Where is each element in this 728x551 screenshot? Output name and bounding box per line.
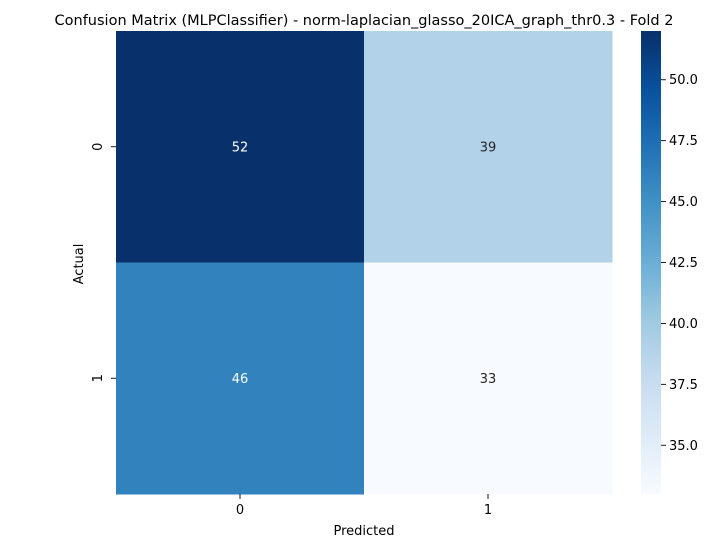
heatmap-cell-label: 39 xyxy=(480,140,497,155)
heatmap-cell-r0-c1 xyxy=(364,31,613,263)
heatmap-cell-r0-c0 xyxy=(116,31,365,263)
colorbar-axis: 35.0 37.5 40.0 42.5 45.0 47.5 50.0 xyxy=(661,73,698,454)
heatmap-cell-label: 46 xyxy=(232,372,249,387)
y-axis-label: Actual xyxy=(72,244,87,285)
colorbar-tick-label: 42.5 xyxy=(669,256,698,271)
x-tick-label: 1 xyxy=(484,503,492,518)
colorbar-tick-label: 40.0 xyxy=(669,317,698,332)
heatmap-cell-label: 52 xyxy=(232,140,249,155)
colorbar-tick-label: 37.5 xyxy=(669,378,698,393)
heatmap-cell-r1-c1 xyxy=(364,262,613,495)
colorbar-tick-label: 47.5 xyxy=(669,134,698,149)
colorbar-tick-label: 45.0 xyxy=(669,195,698,210)
y-axis: 01 xyxy=(91,143,116,382)
y-tick-label: 1 xyxy=(91,374,106,382)
heatmap-cell-r1-c0 xyxy=(116,262,365,495)
heatmap-cells: 52 39 46 33 xyxy=(116,31,613,495)
y-tick-label: 0 xyxy=(91,143,106,151)
heatmap-cell-label: 33 xyxy=(480,372,497,387)
colorbar-tick-label: 35.0 xyxy=(669,439,698,454)
chart-title: Confusion Matrix (MLPClassifier) - norm-… xyxy=(55,13,674,29)
x-tick-label: 0 xyxy=(236,503,244,518)
colorbar xyxy=(641,31,661,494)
x-axis-label: Predicted xyxy=(333,524,394,539)
colorbar-tick-label: 50.0 xyxy=(669,73,698,88)
